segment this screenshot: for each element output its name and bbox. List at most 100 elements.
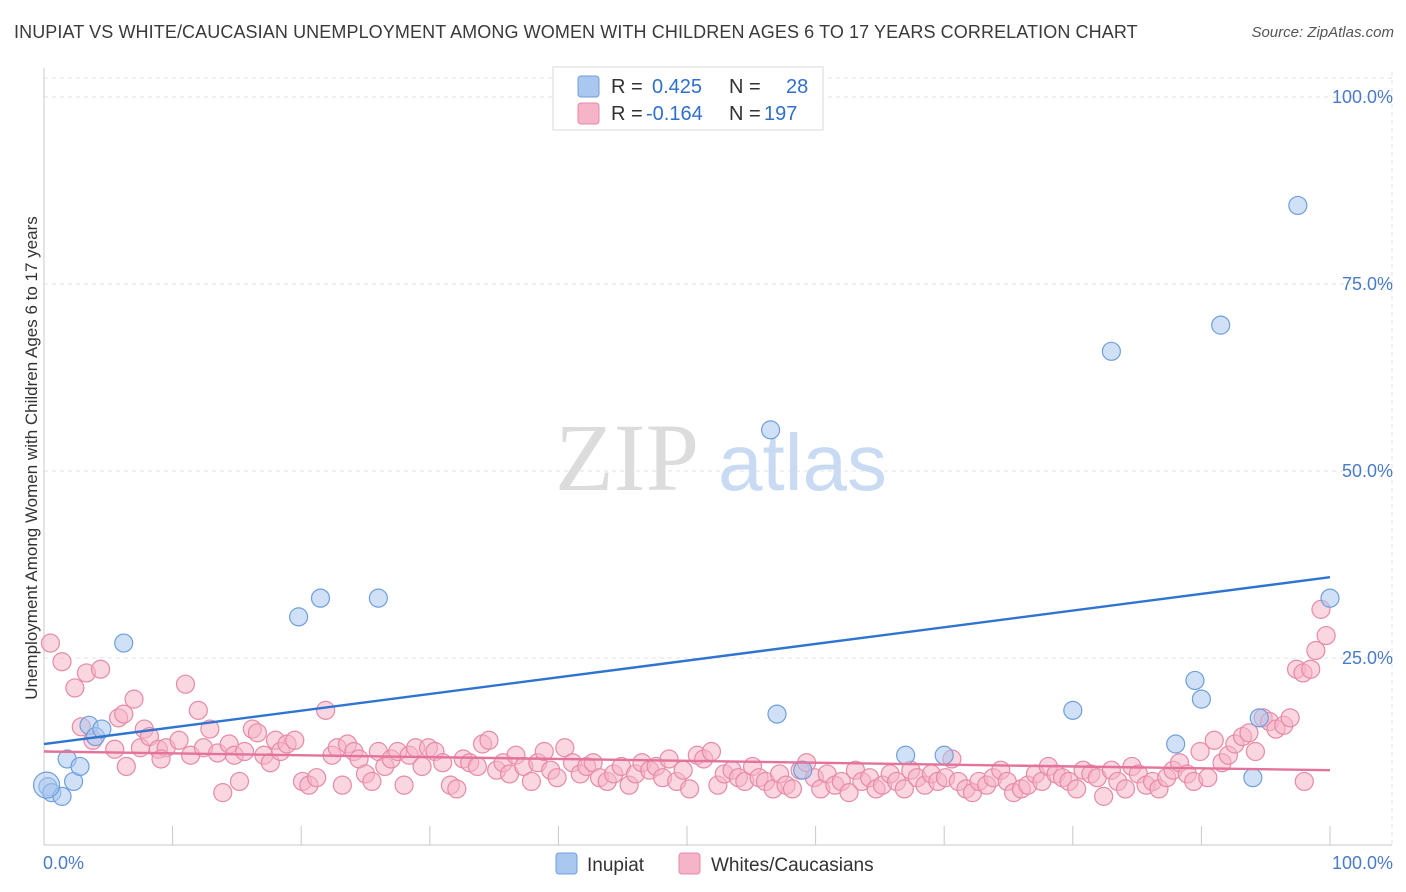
stats-r-value-inupiat: 0.425: [652, 76, 702, 98]
white-point: [894, 779, 914, 799]
inupiat-point: [1185, 670, 1205, 691]
stats-swatch-inupiat: [577, 75, 600, 98]
stats-n-value-whites: 197: [764, 103, 797, 125]
white-point: [114, 704, 134, 724]
white-point: [534, 741, 554, 762]
white-point: [447, 779, 467, 799]
inupiat-point: [92, 719, 112, 739]
legend-swatch-whites: [678, 852, 701, 875]
white-point: [1094, 786, 1114, 806]
inupiat-point: [368, 588, 388, 608]
white-point: [679, 779, 700, 799]
inupiat-point: [767, 704, 787, 724]
stats-legend: R = 0.425 N = 28 R = -0.164 N = 197: [552, 66, 824, 131]
white-point: [394, 775, 414, 795]
white-point: [839, 783, 859, 803]
trend-line-inupiat: [43, 576, 1331, 746]
y-tick-label: 75.0%: [1342, 274, 1393, 294]
inupiat-point: [1243, 768, 1263, 788]
inupiat-point: [289, 607, 309, 627]
white-point: [90, 659, 111, 679]
white-point: [479, 730, 499, 750]
legend-swatch-inupiat: [555, 852, 578, 875]
white-point: [1115, 779, 1136, 799]
stats-r-label-inupiat: R =: [611, 76, 643, 98]
stats-n-value-inupiat: 28: [786, 76, 808, 98]
white-point: [1245, 741, 1266, 762]
inupiat-point: [934, 745, 954, 765]
white-point: [1239, 723, 1259, 743]
white-point: [1198, 768, 1218, 788]
white-point: [169, 730, 189, 750]
gridlines: [44, 72, 1393, 845]
axes: [43, 68, 1392, 846]
inupiat-point: [1166, 734, 1186, 754]
white-point: [229, 771, 250, 792]
inupiat-point: [760, 420, 781, 440]
white-point: [40, 633, 61, 653]
inupiat-point: [1249, 708, 1269, 728]
chart-source: Source: ZipAtlas.com: [1251, 24, 1394, 41]
legend-label-inupiat: Inupiat: [587, 855, 645, 876]
white-point: [1280, 708, 1300, 728]
white-point: [412, 756, 432, 777]
inupiat-point: [1211, 315, 1231, 335]
white-point: [659, 749, 679, 769]
stats-r-label-whites: R =: [611, 103, 643, 125]
inupiat-point: [896, 745, 916, 765]
white-point: [124, 689, 144, 709]
white-point: [316, 700, 336, 720]
inupiat-point: [70, 756, 90, 777]
white-point: [547, 768, 567, 788]
watermark-zip: ZIP: [555, 404, 699, 511]
watermark: ZIP atlas: [555, 404, 887, 511]
inupiat-point: [1320, 588, 1340, 608]
white-point: [235, 741, 255, 762]
tick-labels: 25.0% 50.0% 75.0% 100.0% 0.0% 100.0%: [43, 87, 1393, 873]
y-tick-label: 25.0%: [1342, 648, 1393, 668]
white-point: [673, 760, 693, 780]
stats-n-label-whites: N =: [729, 103, 761, 125]
white-point: [1301, 659, 1321, 679]
inupiat-point: [114, 633, 134, 653]
white-point: [188, 700, 208, 720]
chart-title: INUPIAT VS WHITE/CAUCASIAN UNEMPLOYMENT …: [14, 22, 1138, 42]
trend-line-whites: [43, 750, 1331, 772]
x-tick-label: 0.0%: [43, 853, 84, 873]
watermark-atlas: atlas: [718, 418, 887, 507]
inupiat-point: [1191, 689, 1212, 709]
white-point: [467, 756, 487, 777]
white-point: [1190, 741, 1210, 762]
stats-n-label-inupiat: N =: [729, 76, 761, 98]
white-point: [307, 768, 327, 788]
white-point: [175, 674, 196, 694]
white-point: [213, 783, 233, 803]
white-point: [105, 739, 125, 759]
white-point: [1067, 779, 1087, 799]
inupiat-point: [793, 760, 813, 780]
y-tick-label: 50.0%: [1342, 461, 1393, 481]
white-point: [200, 719, 220, 739]
white-point: [1294, 771, 1314, 792]
y-axis-title: Unemployment Among Women with Children A…: [22, 216, 41, 700]
inupiat-point-cluster: [32, 771, 61, 799]
inupiat-point: [1101, 341, 1121, 361]
stats-r-value-whites: -0.164: [646, 103, 703, 125]
stats-swatch-whites: [577, 102, 600, 125]
white-point: [116, 756, 136, 777]
trend-lines: [43, 576, 1331, 772]
inupiat-point: [1063, 700, 1083, 720]
white-point: [247, 723, 268, 743]
white-point: [65, 678, 85, 698]
white-point: [362, 771, 382, 792]
y-tick-label: 100.0%: [1332, 87, 1393, 107]
white-point: [151, 749, 171, 769]
white-point: [701, 741, 722, 762]
white-point: [52, 652, 72, 672]
white-point: [1306, 640, 1326, 661]
legend-label-whites: Whites/Caucasians: [711, 855, 874, 876]
inupiat-point: [1288, 195, 1308, 216]
white-point: [332, 775, 352, 795]
series-legend: Inupiat Whites/Caucasians: [555, 852, 874, 876]
